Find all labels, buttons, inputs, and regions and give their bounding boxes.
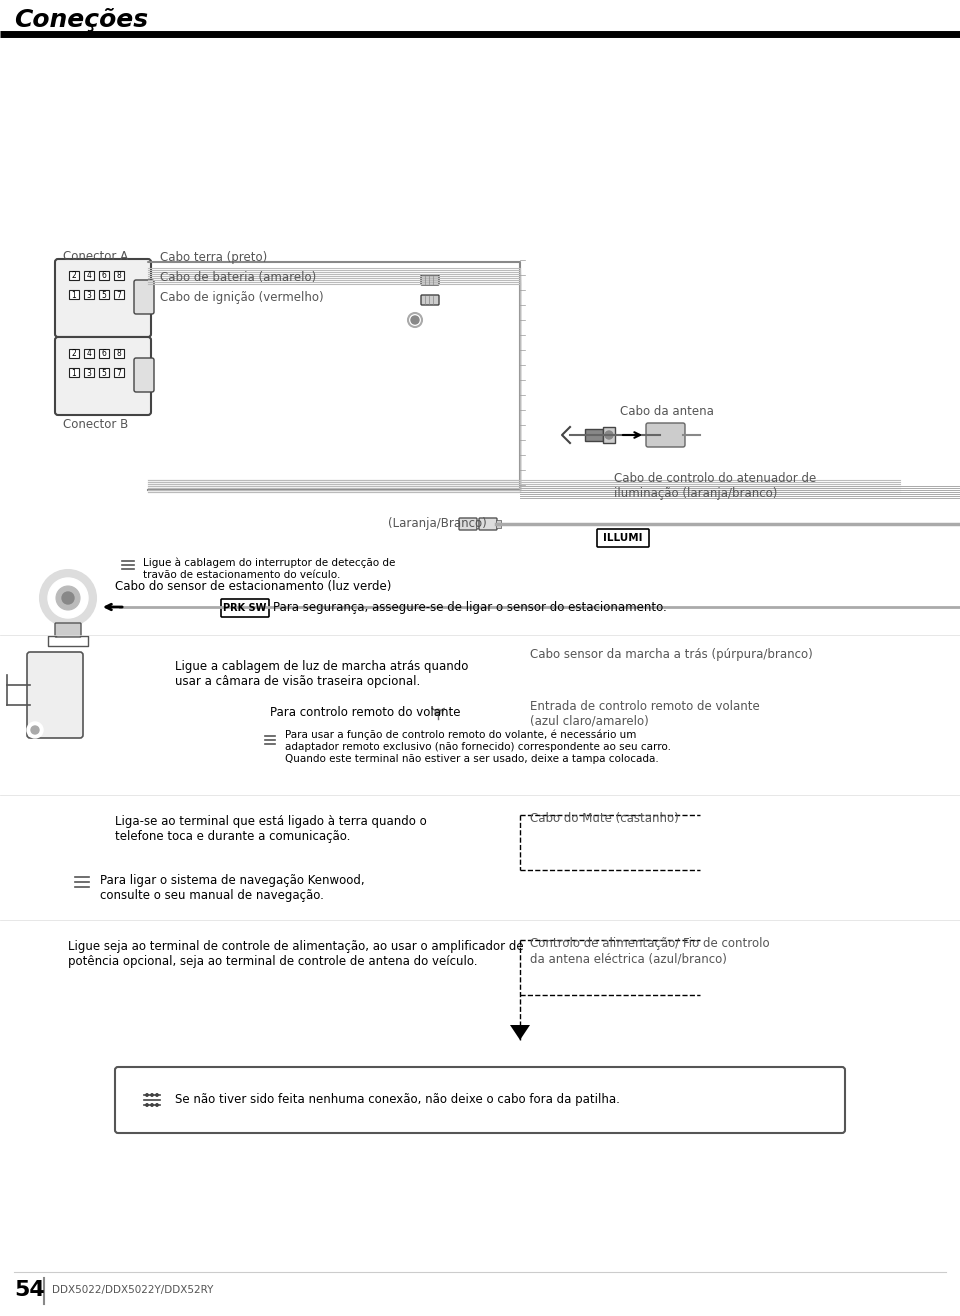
FancyBboxPatch shape: [134, 280, 154, 315]
Circle shape: [146, 1094, 148, 1096]
Bar: [99, 290, 109, 299]
Circle shape: [62, 592, 74, 604]
Bar: [99, 368, 109, 376]
Bar: [69, 349, 79, 358]
Circle shape: [40, 570, 96, 626]
Text: 5: 5: [102, 368, 107, 378]
Circle shape: [411, 316, 419, 324]
Text: PRK SW: PRK SW: [224, 603, 267, 613]
Bar: [99, 349, 109, 358]
Text: Para controlo remoto do volante: Para controlo remoto do volante: [270, 705, 461, 719]
Circle shape: [435, 709, 441, 715]
Text: Conector A: Conector A: [63, 250, 128, 263]
Circle shape: [260, 730, 280, 750]
Text: Ligue seja ao terminal de controle de alimentação, ao usar o amplificador de
pot: Ligue seja ao terminal de controle de al…: [68, 940, 523, 969]
Bar: [114, 271, 124, 280]
Text: ILLUMI: ILLUMI: [603, 533, 643, 544]
Circle shape: [56, 586, 80, 611]
Circle shape: [118, 555, 138, 575]
FancyBboxPatch shape: [55, 337, 151, 415]
Text: Entrada de controlo remoto de volante
(azul claro/amarelo): Entrada de controlo remoto de volante (a…: [530, 700, 759, 728]
Text: 6: 6: [102, 271, 107, 280]
Text: 4: 4: [86, 350, 91, 358]
Text: 8: 8: [116, 271, 121, 280]
Circle shape: [27, 722, 43, 738]
Bar: [114, 290, 124, 299]
FancyBboxPatch shape: [597, 529, 649, 547]
Circle shape: [70, 870, 94, 894]
Text: 7: 7: [116, 368, 121, 378]
Circle shape: [146, 1104, 148, 1107]
Text: Para ligar o sistema de navegação Kenwood,
consulte o seu manual de navegação.: Para ligar o sistema de navegação Kenwoo…: [100, 874, 365, 901]
FancyBboxPatch shape: [479, 519, 497, 530]
Text: Cabo da antena: Cabo da antena: [620, 405, 714, 418]
Text: 1: 1: [72, 368, 77, 378]
Text: Cabo de ignição (vermelho): Cabo de ignição (vermelho): [160, 292, 324, 304]
Bar: [84, 271, 94, 280]
Text: Cabo terra (preto): Cabo terra (preto): [160, 251, 267, 265]
Bar: [585, 429, 603, 441]
Text: Ligue a cablagem de luz de marcha atrás quando
usar a câmara de visão traseira o: Ligue a cablagem de luz de marcha atrás …: [175, 661, 468, 688]
Text: 4: 4: [86, 271, 91, 280]
Polygon shape: [510, 1025, 530, 1040]
Circle shape: [31, 726, 39, 734]
Circle shape: [605, 432, 613, 440]
Bar: [69, 290, 79, 299]
Text: 3: 3: [86, 291, 91, 300]
Text: DDX5022/DDX5022Y/DDX52RY: DDX5022/DDX5022Y/DDX52RY: [52, 1284, 213, 1295]
Bar: [603, 426, 615, 443]
FancyBboxPatch shape: [421, 295, 439, 305]
Bar: [114, 368, 124, 376]
Text: Cabo do Mute (castanho): Cabo do Mute (castanho): [530, 812, 679, 825]
Text: Controlo de alimentação/ Fio de controlo
da antena eléctrica (azul/branco): Controlo de alimentação/ Fio de controlo…: [530, 937, 770, 965]
Circle shape: [156, 1094, 158, 1096]
FancyBboxPatch shape: [115, 1067, 845, 1133]
Text: 3: 3: [86, 368, 91, 378]
FancyBboxPatch shape: [55, 622, 81, 637]
FancyBboxPatch shape: [421, 275, 439, 286]
FancyBboxPatch shape: [459, 519, 477, 530]
Bar: [84, 368, 94, 376]
Text: 8: 8: [116, 350, 121, 358]
Text: 2: 2: [72, 271, 77, 280]
Text: Coneções: Coneções: [14, 8, 148, 32]
Text: 1: 1: [72, 291, 77, 300]
Bar: [496, 520, 501, 528]
Text: Conector B: Conector B: [63, 418, 129, 432]
Text: Se não tiver sido feita nenhuma conexão, não deixe o cabo fora da patilha.: Se não tiver sido feita nenhuma conexão,…: [175, 1094, 620, 1107]
Circle shape: [138, 1086, 166, 1115]
FancyBboxPatch shape: [27, 651, 83, 738]
Bar: [69, 368, 79, 376]
Circle shape: [151, 1104, 154, 1107]
FancyBboxPatch shape: [55, 259, 151, 337]
FancyBboxPatch shape: [646, 422, 685, 447]
Text: Cabo de controlo do atenuador de
iluminação (laranja/branco): Cabo de controlo do atenuador de ilumina…: [614, 472, 816, 500]
FancyBboxPatch shape: [221, 599, 269, 617]
Text: (Laranja/Branco): (Laranja/Branco): [388, 517, 487, 530]
Text: 2: 2: [72, 350, 77, 358]
Text: Para segurança, assegure-se de ligar o sensor do estacionamento.: Para segurança, assegure-se de ligar o s…: [273, 601, 667, 615]
Bar: [84, 349, 94, 358]
Bar: [99, 271, 109, 280]
FancyBboxPatch shape: [134, 358, 154, 392]
Bar: [476, 520, 481, 528]
Text: 5: 5: [102, 291, 107, 300]
Bar: [69, 271, 79, 280]
Text: 6: 6: [102, 350, 107, 358]
Text: Cabo de bateria (amarelo): Cabo de bateria (amarelo): [160, 271, 316, 284]
Text: Para usar a função de controlo remoto do volante, é necessário um
adaptador remo: Para usar a função de controlo remoto do…: [285, 730, 671, 763]
Text: Cabo do sensor de estacionamento (luz verde): Cabo do sensor de estacionamento (luz ve…: [115, 580, 392, 594]
Text: Cabo sensor da marcha a trás (púrpura/branco): Cabo sensor da marcha a trás (púrpura/br…: [530, 647, 813, 661]
Circle shape: [427, 701, 449, 722]
Bar: [84, 290, 94, 299]
Text: Liga-se ao terminal que está ligado à terra quando o
telefone toca e durante a c: Liga-se ao terminal que está ligado à te…: [115, 815, 427, 844]
Circle shape: [151, 1094, 154, 1096]
Text: Ligue à cablagem do interruptor de detecção de
travão de estacionamento do veícu: Ligue à cablagem do interruptor de detec…: [143, 558, 396, 580]
Circle shape: [48, 578, 88, 619]
Text: 7: 7: [116, 291, 121, 300]
Bar: [114, 349, 124, 358]
Circle shape: [156, 1104, 158, 1107]
Text: 54: 54: [14, 1280, 45, 1300]
Circle shape: [431, 705, 445, 719]
